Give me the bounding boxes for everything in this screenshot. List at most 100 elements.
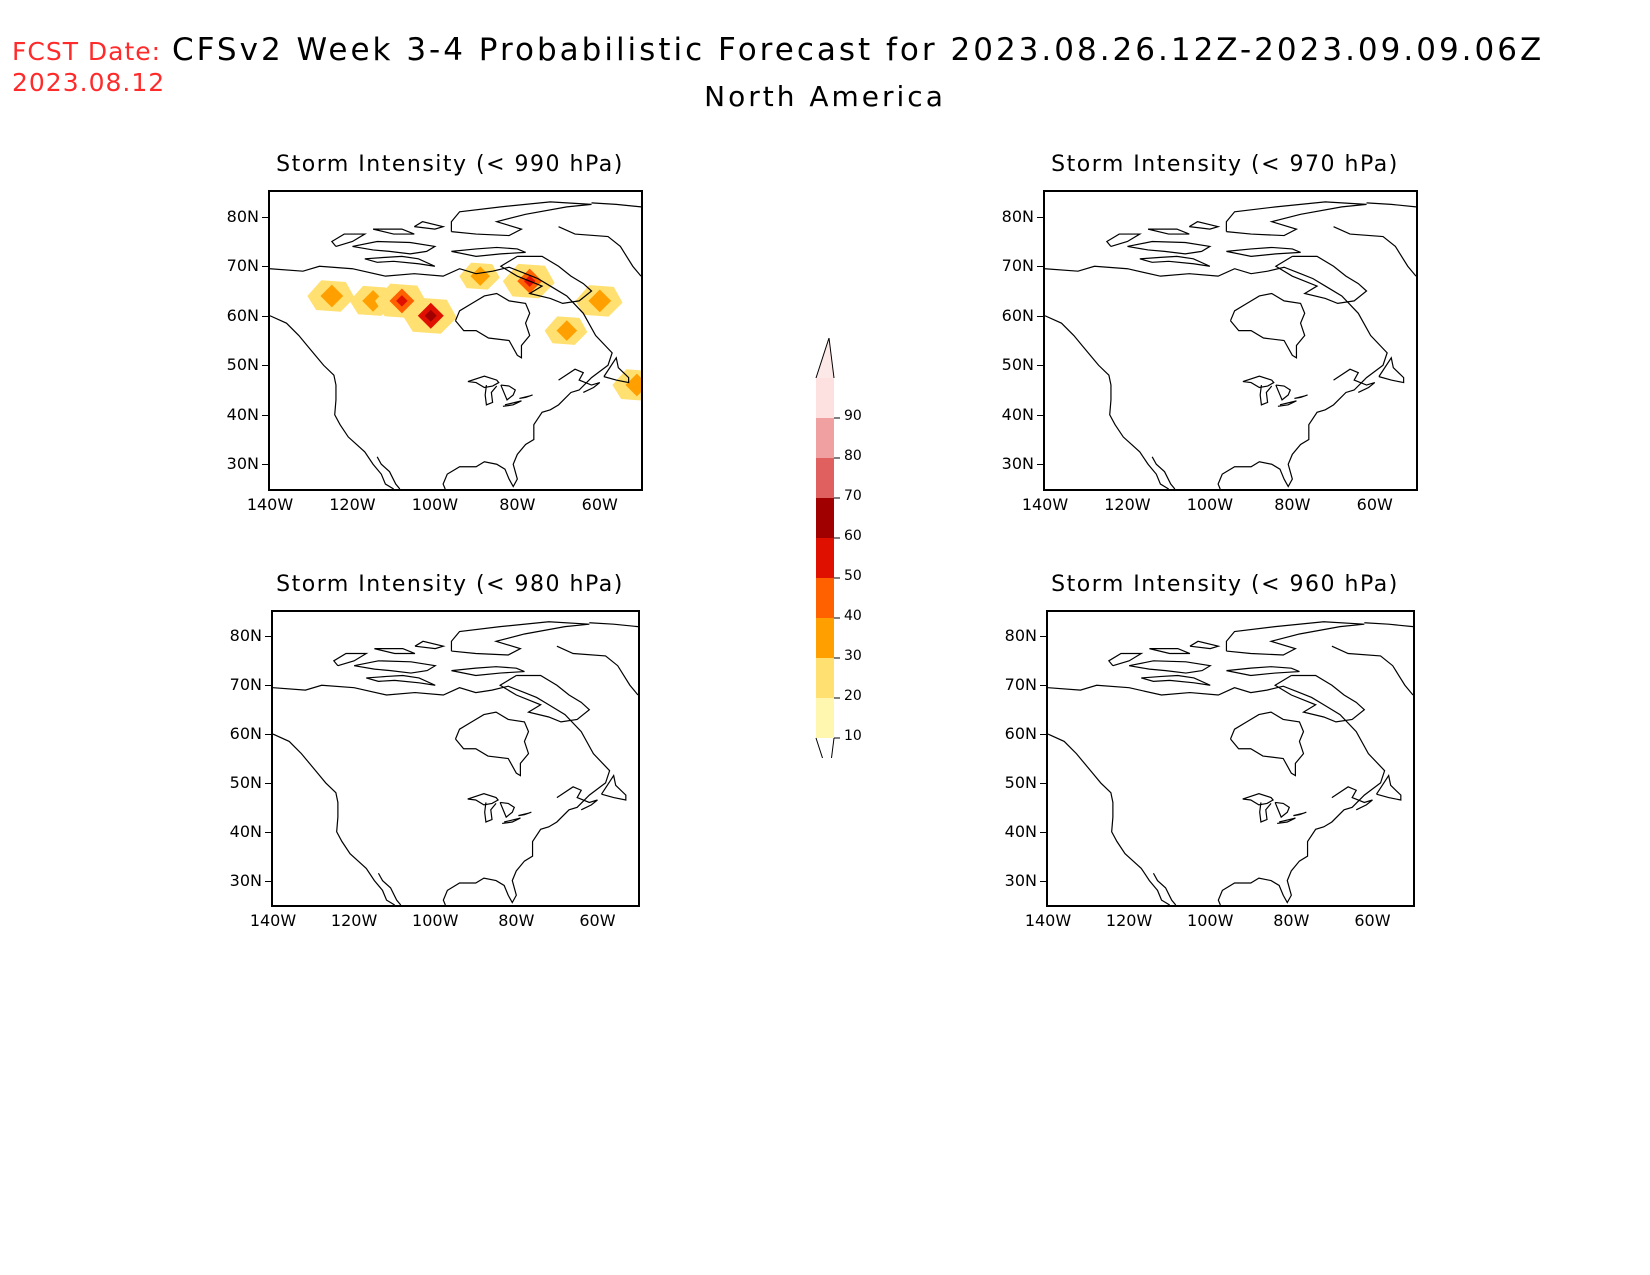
coastline: [1225, 621, 1365, 656]
coastline: [500, 384, 517, 401]
coastline: [1152, 872, 1177, 905]
coastline: [1107, 652, 1144, 667]
lon-label: 80W: [498, 911, 535, 930]
lat-tick: [265, 782, 271, 784]
lon-label: 140W: [249, 911, 297, 930]
coastline: [1331, 645, 1413, 696]
probability-peak: [396, 295, 408, 307]
panel-title: Storm Intensity (< 980 hPa): [276, 572, 624, 597]
colorbar-label: 70: [844, 488, 862, 504]
colorbar-segment: [816, 578, 834, 618]
lat-label: 60N: [1004, 724, 1037, 744]
lat-label: 70N: [1004, 675, 1037, 695]
coastline: [366, 674, 436, 686]
colorbar-segment: [816, 458, 834, 498]
colorbar-segment: [816, 378, 834, 418]
lat-label: 40N: [229, 821, 262, 841]
lon-label: 80W: [1273, 911, 1310, 930]
probability-region-core: [320, 284, 344, 308]
coastline: [352, 240, 437, 255]
lat-tick: [262, 464, 268, 466]
forecast-date-value: 2023.08.12: [12, 68, 166, 97]
coastline: [1141, 674, 1211, 686]
colorbar-label: 30: [844, 648, 862, 664]
lat-label: 50N: [229, 772, 262, 792]
lat-tick: [265, 685, 271, 687]
coastline: [1189, 640, 1221, 650]
colorbar-segment: [816, 618, 834, 658]
lat-label: 80N: [226, 206, 259, 226]
lat-tick: [262, 216, 268, 218]
coastline: [600, 774, 627, 801]
lat-label: 30N: [1004, 870, 1037, 890]
coastline: [1293, 811, 1307, 817]
map-canvas: [1045, 201, 1416, 489]
lat-label: 80N: [229, 626, 262, 646]
coastline: [467, 375, 500, 389]
coastline: [1274, 801, 1291, 819]
lat-label: 70N: [1001, 256, 1034, 276]
coastline: [1294, 394, 1308, 400]
coastline: [1147, 228, 1190, 235]
coastline: [502, 817, 521, 825]
coastline: [1127, 240, 1212, 255]
lat-tick: [265, 831, 271, 833]
coastline: [1375, 774, 1402, 801]
coastline: [1225, 201, 1367, 237]
lon-label: 140W: [246, 495, 294, 514]
coastline: [330, 233, 367, 248]
colorbar: 10 20 30 40 50 60 70 80 90: [814, 337, 874, 779]
colorbar-segment: [816, 498, 834, 538]
coastline: [518, 811, 532, 817]
coastline: [1259, 802, 1272, 823]
lon-label: 60W: [581, 495, 618, 514]
coastline: [270, 315, 394, 489]
coastline: [353, 660, 437, 674]
coastline: [558, 226, 641, 277]
lon-label: 100W: [411, 495, 459, 514]
coastline: [450, 201, 592, 237]
coastline: [502, 400, 522, 407]
coastline: [1045, 265, 1388, 489]
coastline: [589, 622, 638, 628]
coastline: [1273, 674, 1366, 723]
lat-tick: [1040, 782, 1046, 784]
coastline: [1128, 660, 1212, 674]
coastline: [1048, 733, 1170, 905]
coastline: [364, 255, 436, 267]
coastline: [1048, 684, 1386, 905]
lat-tick: [262, 266, 268, 268]
lon-label: 140W: [1024, 911, 1072, 930]
lat-tick: [265, 734, 271, 736]
lat-label: 60N: [1001, 305, 1034, 325]
coastline: [1229, 711, 1305, 777]
coastline: [1105, 233, 1142, 248]
coastline: [558, 368, 601, 394]
coastline: [273, 733, 395, 905]
coastline: [1259, 384, 1273, 406]
lat-label: 30N: [226, 454, 259, 474]
lat-label: 30N: [1001, 454, 1034, 474]
coastline: [1331, 786, 1373, 811]
coastline: [499, 255, 593, 304]
coastline: [372, 228, 415, 235]
lat-tick: [1037, 216, 1043, 218]
map-frame: [1043, 190, 1418, 491]
coastline: [413, 221, 446, 230]
lon-label: 120W: [329, 495, 376, 514]
lon-label: 100W: [1186, 495, 1234, 514]
colorbar-segment: [816, 418, 834, 458]
coastline: [1333, 368, 1376, 394]
colorbar-label: 10: [844, 728, 862, 744]
map-frame: [271, 610, 640, 907]
coastline: [484, 802, 497, 823]
coastline: [1242, 375, 1275, 389]
lat-tick: [265, 636, 271, 638]
lat-tick: [1037, 315, 1043, 317]
lat-label: 80N: [1001, 206, 1034, 226]
lat-tick: [262, 315, 268, 317]
coastline: [1378, 356, 1405, 384]
coastline: [450, 621, 590, 656]
panel-title: Storm Intensity (< 970 hPa): [1051, 152, 1399, 177]
coastline: [467, 793, 500, 806]
